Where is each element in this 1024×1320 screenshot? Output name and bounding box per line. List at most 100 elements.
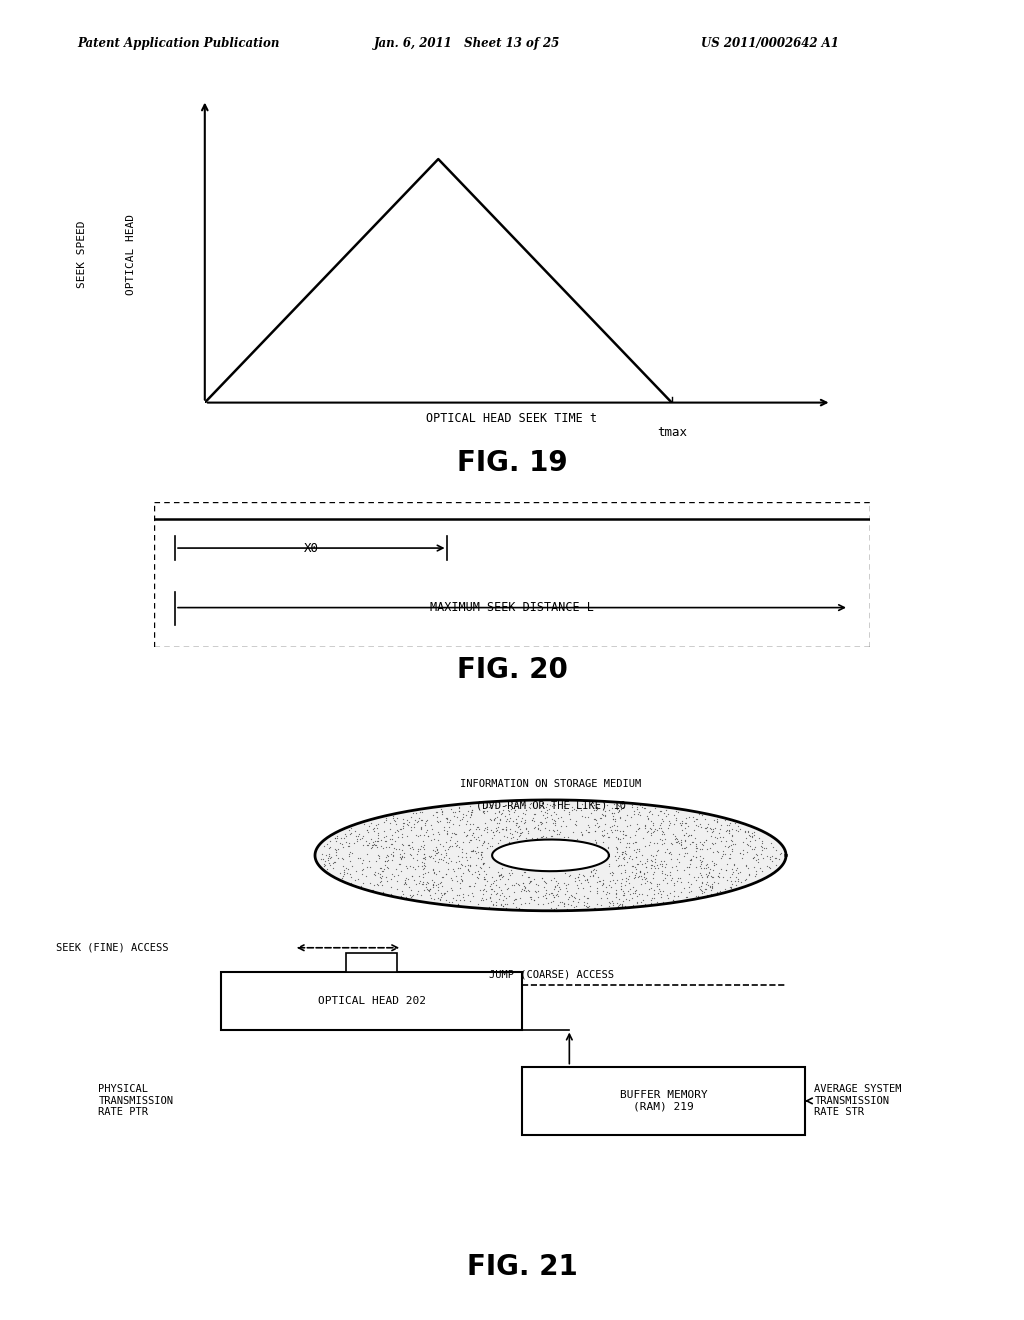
Point [685, 866, 701, 887]
Point [630, 838, 646, 859]
Point [411, 808, 427, 829]
Point [317, 845, 334, 866]
Point [733, 847, 750, 869]
Point [483, 878, 500, 899]
Point [478, 816, 495, 837]
Point [427, 843, 443, 865]
Point [551, 876, 567, 898]
Point [723, 829, 739, 850]
Point [546, 820, 562, 841]
Point [451, 800, 467, 821]
Point [668, 809, 684, 830]
Text: FIG. 19: FIG. 19 [457, 449, 567, 477]
Point [767, 847, 783, 869]
Point [450, 834, 466, 855]
Point [508, 808, 524, 829]
Point [718, 830, 734, 851]
Point [475, 879, 492, 900]
Point [610, 846, 627, 867]
Point [673, 871, 689, 892]
Point [594, 874, 610, 895]
Point [417, 814, 433, 836]
Point [364, 836, 380, 857]
Point [507, 888, 523, 909]
Point [582, 880, 598, 902]
Point [768, 854, 784, 875]
Point [516, 878, 532, 899]
Point [676, 845, 692, 866]
Point [378, 826, 394, 847]
Point [628, 841, 644, 862]
Point [703, 876, 720, 898]
Point [439, 838, 456, 859]
Point [678, 857, 694, 878]
Point [501, 886, 517, 907]
Point [460, 859, 476, 880]
Point [416, 834, 432, 855]
Point [506, 882, 522, 903]
Point [501, 800, 517, 821]
Point [534, 867, 550, 888]
Point [730, 869, 746, 890]
Point [605, 892, 622, 913]
Point [628, 846, 644, 867]
Point [386, 821, 402, 842]
Point [544, 795, 560, 816]
Point [470, 826, 486, 847]
Point [652, 800, 669, 821]
Point [404, 803, 421, 824]
Point [725, 833, 741, 854]
Point [559, 888, 575, 909]
Point [383, 884, 399, 906]
Point [482, 873, 499, 894]
Point [730, 862, 746, 883]
FancyBboxPatch shape [522, 1067, 805, 1135]
Point [422, 878, 438, 899]
Point [474, 883, 490, 904]
Point [334, 867, 350, 888]
Point [395, 812, 412, 833]
Point [527, 803, 544, 824]
Point [499, 894, 515, 915]
Point [641, 832, 657, 853]
Point [403, 816, 420, 837]
Point [384, 863, 400, 884]
Point [462, 891, 478, 912]
Point [512, 824, 528, 845]
Point [691, 850, 708, 871]
Point [613, 869, 630, 890]
Point [549, 820, 565, 841]
Point [452, 809, 468, 830]
Point [631, 840, 647, 861]
Point [395, 809, 412, 830]
Point [686, 828, 702, 849]
Point [720, 847, 736, 869]
Point [432, 833, 449, 854]
Point [602, 870, 618, 891]
Point [490, 813, 507, 834]
Point [385, 845, 401, 866]
Point [662, 841, 678, 862]
Point [772, 842, 788, 863]
Point [626, 804, 642, 825]
Point [318, 833, 335, 854]
Point [465, 826, 481, 847]
Point [674, 810, 690, 832]
Point [353, 859, 370, 880]
Point [692, 879, 709, 900]
Point [521, 892, 538, 913]
Point [350, 869, 367, 890]
Point [443, 880, 460, 902]
Point [325, 858, 341, 879]
Point [722, 847, 738, 869]
Point [489, 818, 506, 840]
Point [668, 828, 684, 849]
Point [404, 866, 421, 887]
Point [713, 858, 729, 879]
Point [529, 887, 546, 908]
Point [526, 810, 543, 832]
Point [569, 891, 586, 912]
Point [695, 857, 712, 878]
Point [561, 804, 578, 825]
Point [539, 793, 555, 814]
